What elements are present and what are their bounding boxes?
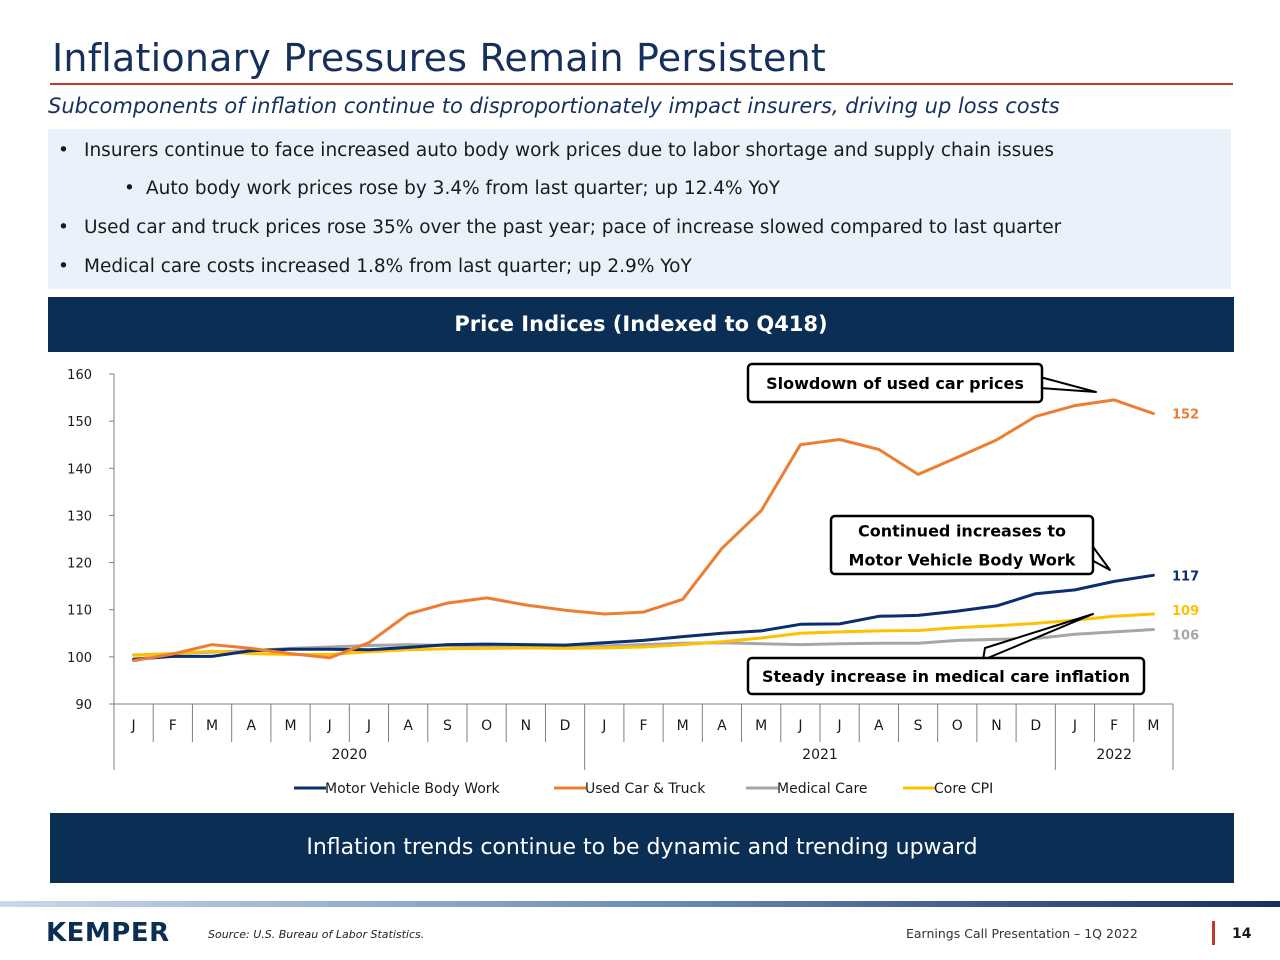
x-tick-label: M	[284, 718, 296, 734]
x-tick-label: N	[991, 718, 1001, 734]
chart-svg: 90 100 110 120 130 140 150 160 J F M A M J J A S O N D J F M A M…	[67, 362, 1199, 797]
x-tick-label: J	[327, 718, 332, 734]
x-tick-label: N	[521, 718, 531, 734]
kemper-logo: KEMPER	[46, 918, 170, 948]
annotation-body-work-text: Motor Vehicle Body Work	[849, 551, 1076, 570]
legend-label: Motor Vehicle Body Work	[325, 781, 501, 797]
x-tick-label: F	[169, 718, 177, 734]
legend-label: Medical Care	[777, 781, 868, 797]
source-note: Source: U.S. Bureau of Labor Statistics.	[208, 928, 425, 941]
page-title: Inflationary Pressures Remain Persistent	[52, 36, 826, 80]
bullet-icon: •	[58, 256, 69, 277]
bullet-icon: •	[124, 178, 135, 199]
x-tick-label: J	[366, 718, 371, 734]
series-line-used-car-truck	[132, 398, 1155, 663]
legend-label: Core CPI	[934, 781, 993, 797]
x-tick-label: M	[677, 718, 689, 734]
annotation-medical-pointer	[982, 613, 1094, 661]
annotation-body-work-text: Continued increases to	[858, 522, 1066, 541]
x-tick-label: M	[755, 718, 767, 734]
page-subtitle: Subcomponents of inflation continue to d…	[48, 94, 1060, 118]
x-tick-label: J	[797, 718, 802, 734]
x-tick-label: F	[639, 718, 647, 734]
summary-banner: Inflation trends continue to be dynamic …	[50, 813, 1234, 883]
annotation-body-work-box	[829, 514, 1095, 576]
annotation-used-car-box	[746, 362, 1044, 404]
bullet-item: • Insurers continue to face increased aut…	[58, 140, 1054, 161]
annotation-used-car-pointer	[1039, 376, 1097, 393]
y-tick-label: 120	[67, 557, 92, 572]
chart-title: Price Indices (Indexed to Q418)	[48, 297, 1234, 352]
annotation-used-car-text: Slowdown of used car prices	[766, 374, 1024, 393]
x-tick-label: O	[952, 718, 963, 734]
x-tick-label: J	[837, 718, 842, 734]
x-tick-label: A	[874, 718, 884, 734]
footer-stripe	[0, 901, 1280, 907]
x-tick-label: A	[403, 718, 413, 734]
presentation-label: Earnings Call Presentation – 1Q 2022	[906, 926, 1138, 941]
year-label: 2022	[1096, 747, 1132, 763]
x-tick-label: A	[717, 718, 727, 734]
end-value-label: 109	[1172, 604, 1199, 619]
end-value-label: 106	[1172, 629, 1199, 644]
year-label: 2020	[332, 747, 368, 763]
bullet-text: Medical care costs increased 1.8% from l…	[84, 256, 692, 277]
x-tick-label: M	[206, 718, 218, 734]
annotation-medical-box	[746, 656, 1146, 696]
series-line-motor-vehicle-body-work	[132, 573, 1155, 661]
bullet-item: • Medical care costs increased 1.8% from …	[58, 256, 692, 277]
title-divider	[50, 83, 1233, 85]
y-tick-label: 140	[67, 462, 92, 477]
end-value-label: 152	[1172, 408, 1199, 423]
x-tick-label: D	[1030, 718, 1041, 734]
bullet-item: • Used car and truck prices rose 35% over…	[58, 217, 1061, 238]
y-tick-label: 150	[67, 415, 92, 430]
x-tick-label: F	[1110, 718, 1118, 734]
x-tick-label: M	[1147, 718, 1159, 734]
footer-divider	[1212, 921, 1215, 945]
bullet-icon: •	[58, 217, 69, 238]
y-tick-label: 90	[75, 698, 92, 713]
x-tick-label: A	[246, 718, 256, 734]
line-chart: 90 100 110 120 130 140 150 160 J F M A M J J A S O N D J F M A M…	[48, 352, 1234, 807]
x-tick-label: O	[481, 718, 492, 734]
legend-label: Used Car & Truck	[585, 781, 706, 797]
x-tick-label: J	[131, 718, 136, 734]
y-tick-label: 160	[67, 368, 92, 383]
bullet-panel: • Insurers continue to face increased aut…	[48, 129, 1231, 289]
bullet-text: Auto body work prices rose by 3.4% from …	[146, 178, 780, 199]
x-tick-label: S	[914, 718, 923, 734]
y-tick-label: 100	[67, 651, 92, 666]
x-tick-label: J	[1072, 718, 1077, 734]
bullet-text: Insurers continue to face increased auto…	[84, 140, 1055, 161]
page-number: 14	[1232, 926, 1252, 942]
y-tick-label: 130	[67, 509, 92, 524]
annotation-medical-text: Steady increase in medical care inflatio…	[762, 667, 1130, 686]
year-label: 2021	[802, 747, 838, 763]
bullet-text: Used car and truck prices rose 35% over …	[84, 217, 1062, 238]
sub-bullet-item: • Auto body work prices rose by 3.4% from…	[124, 178, 780, 199]
end-value-label: 117	[1172, 569, 1199, 584]
y-tick-label: 110	[67, 604, 92, 619]
x-tick-label: S	[443, 718, 452, 734]
x-tick-label: J	[601, 718, 606, 734]
x-tick-label: D	[560, 718, 571, 734]
bullet-icon: •	[58, 140, 69, 161]
